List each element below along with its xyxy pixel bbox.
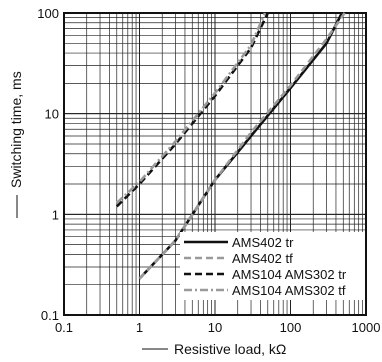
series-line-1	[138, 12, 344, 280]
legend-background	[180, 232, 365, 300]
x-tick-label: 0.1	[55, 320, 73, 335]
y-axis-title: Switching time, ms	[8, 71, 24, 218]
x-tick-label: 100	[280, 320, 302, 335]
series-group	[115, 12, 346, 280]
y-tick-label: 100	[37, 6, 59, 21]
y-axis-label: Switching time, ms	[8, 71, 24, 188]
plot-frame	[63, 12, 367, 316]
series-line-4	[115, 12, 267, 204]
x-axis-label: Resistive load, kΩ	[174, 341, 286, 357]
legend-label-4: AMS104 AMS302 tf	[232, 283, 346, 298]
x-tick-label: 1	[136, 320, 143, 335]
legend-label-2: AMS402 tf	[232, 251, 293, 266]
x-tick-label: 1000	[352, 320, 381, 335]
y-tick-label: 1	[52, 207, 59, 222]
tick-labels: 0.1 1 10 100 1000 0.1 1 10 100	[37, 6, 380, 335]
x-tick-label: 10	[208, 320, 222, 335]
series-line-3	[115, 12, 269, 208]
legend-label-3: AMS104 AMS302 tr	[232, 267, 347, 282]
y-tick-label: 10	[45, 107, 59, 122]
x-axis-title: Resistive load, kΩ	[142, 341, 286, 357]
y-tick-label: 0.1	[41, 308, 59, 323]
legend-label-1: AMS402 tr	[232, 235, 294, 250]
